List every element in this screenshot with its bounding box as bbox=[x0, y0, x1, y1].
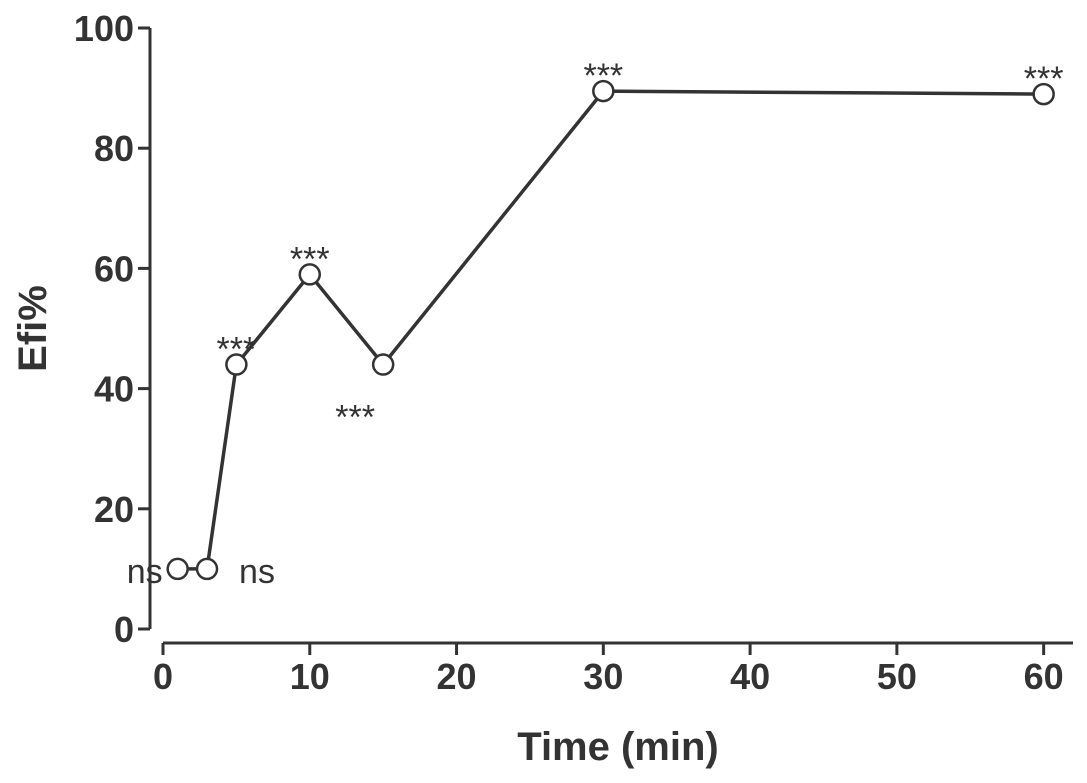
x-tick-label: 0 bbox=[153, 656, 173, 697]
significance-annotation: *** bbox=[1024, 60, 1064, 98]
data-point bbox=[195, 557, 219, 581]
ticks: 0 20 40 60 80 100 0 10 20 30 40 50 60 bbox=[74, 8, 1064, 697]
significance-annotation: *** bbox=[290, 240, 330, 278]
significance-annotation: ns bbox=[239, 553, 275, 591]
data-point bbox=[592, 79, 615, 103]
data-point bbox=[298, 263, 322, 286]
x-tick-label: 40 bbox=[730, 656, 770, 697]
axes bbox=[148, 28, 1073, 645]
data-point bbox=[166, 557, 189, 581]
y-axis-title: Efi% bbox=[11, 285, 55, 372]
significance-annotation: *** bbox=[583, 57, 623, 95]
x-tick-label: 30 bbox=[583, 656, 623, 697]
y-tick-label: 60 bbox=[94, 248, 134, 289]
x-tick-label: 20 bbox=[437, 656, 477, 697]
y-tick-label: 40 bbox=[94, 369, 134, 410]
y-tick-label: 80 bbox=[94, 128, 134, 169]
y-tick-label: 100 bbox=[74, 8, 134, 49]
y-tick-label: 20 bbox=[94, 489, 134, 530]
x-tick-label: 10 bbox=[290, 656, 330, 697]
x-axis-title: Time (min) bbox=[517, 725, 719, 769]
annotations: ns ns *** *** *** *** *** bbox=[127, 57, 1064, 591]
series-line bbox=[177, 89, 1044, 571]
significance-annotation: ns bbox=[127, 553, 163, 591]
data-point bbox=[225, 353, 248, 376]
significance-annotation: *** bbox=[335, 399, 375, 437]
data-point bbox=[371, 353, 395, 376]
x-tick-label: 60 bbox=[1024, 656, 1064, 697]
x-tick-label: 50 bbox=[877, 656, 917, 697]
significance-annotation: *** bbox=[217, 331, 257, 369]
y-tick-label: 0 bbox=[114, 609, 134, 650]
series bbox=[166, 79, 1055, 581]
data-point bbox=[1032, 82, 1055, 106]
